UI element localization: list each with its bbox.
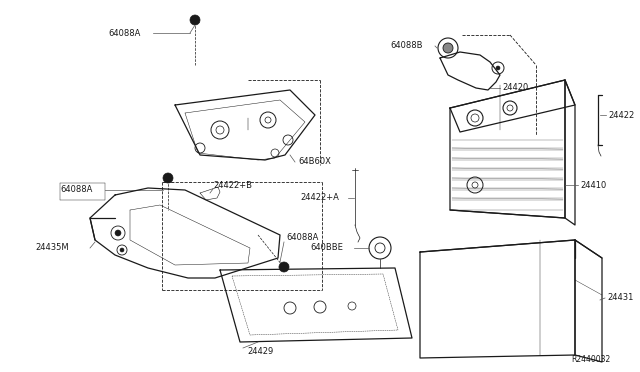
Text: 24422+A: 24422+A	[300, 193, 339, 202]
Text: 64088A: 64088A	[286, 234, 318, 243]
Text: 64088A: 64088A	[108, 29, 140, 38]
Text: 24429: 24429	[247, 347, 273, 356]
Text: 64B60X: 64B60X	[298, 157, 331, 167]
Circle shape	[496, 66, 500, 70]
Text: 24422+B: 24422+B	[213, 182, 252, 190]
Text: 24422: 24422	[608, 110, 634, 119]
Text: 64088B: 64088B	[390, 42, 422, 51]
Circle shape	[163, 173, 173, 183]
Text: 24410: 24410	[580, 180, 606, 189]
Circle shape	[279, 262, 289, 272]
Text: 640BBE: 640BBE	[310, 244, 343, 253]
Circle shape	[443, 43, 453, 53]
Text: 64088A: 64088A	[60, 186, 92, 195]
Circle shape	[190, 15, 200, 25]
Circle shape	[115, 230, 121, 236]
Text: 24435M: 24435M	[35, 244, 68, 253]
Text: 24431: 24431	[607, 294, 634, 302]
Text: 24420: 24420	[502, 83, 528, 93]
Text: R2440032: R2440032	[571, 356, 610, 365]
Circle shape	[120, 248, 124, 252]
